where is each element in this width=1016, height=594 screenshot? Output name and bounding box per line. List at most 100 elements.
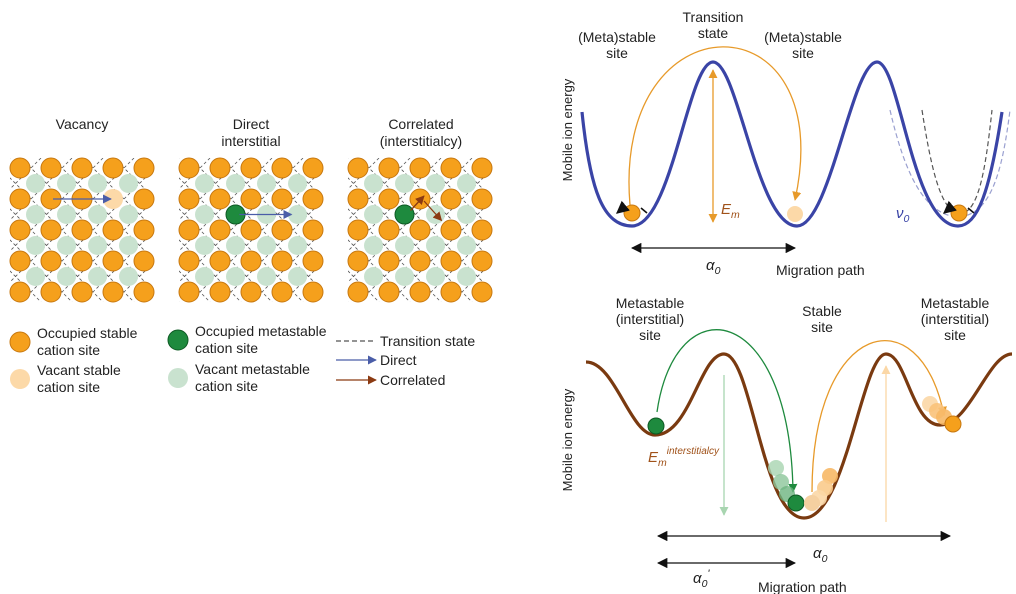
stable-site	[9, 281, 31, 303]
transition-state-line	[348, 158, 411, 221]
legend-occupied-metastable: Occupied metastable cation site	[167, 323, 327, 356]
jump-distance-label: α0	[813, 545, 828, 565]
vibration-arrows	[944, 208, 975, 213]
stable-site	[178, 281, 200, 303]
legend-label: Vacant stable	[37, 362, 121, 378]
stable-site	[471, 281, 493, 303]
legend-label: Transition state	[380, 333, 475, 349]
transition-state-line	[251, 158, 323, 230]
jump-distance-label: α0	[706, 257, 721, 277]
ion-vacant	[787, 206, 803, 222]
stable-site	[178, 219, 200, 241]
stable-site	[240, 219, 262, 241]
transition-state-line	[220, 199, 323, 302]
site-label-left: site	[606, 45, 628, 61]
legend-label: Direct	[380, 352, 417, 368]
vibration-arrows	[617, 208, 648, 213]
site-label-right: Metastable	[921, 295, 990, 311]
ghost-ion	[768, 460, 784, 476]
metastable-site	[195, 267, 214, 286]
ghost-well-outer	[889, 109, 1011, 218]
ion-interstitial-right	[944, 415, 962, 433]
legend-label: cation site	[195, 378, 258, 394]
stable-site	[71, 157, 93, 179]
stable-site	[471, 250, 493, 272]
panel-bottom-energy-landscape: Metastable (interstitial) site Stable si…	[560, 295, 1013, 594]
stable-site	[440, 219, 462, 241]
metastable-site	[119, 236, 138, 255]
legend-label: Correlated	[380, 372, 445, 388]
stable-site	[133, 188, 155, 210]
legend-label: Occupied metastable	[195, 323, 327, 339]
metastable-site	[226, 236, 245, 255]
metastable-site	[288, 174, 307, 193]
legend: Occupied stable cation site Vacant stabl…	[9, 323, 475, 395]
stable-site	[347, 250, 369, 272]
metastable-site	[364, 267, 383, 286]
lattice-grid	[179, 158, 323, 302]
metastable-site	[288, 267, 307, 286]
stable-site	[378, 281, 400, 303]
stable-site	[209, 281, 231, 303]
stable-site	[302, 188, 324, 210]
stable-site	[409, 188, 431, 210]
stable-site	[240, 188, 262, 210]
metastable-site	[457, 205, 476, 224]
site-label-left: (Meta)stable	[578, 29, 656, 45]
stable-site	[102, 281, 124, 303]
stable-site	[302, 157, 324, 179]
stable-site	[9, 219, 31, 241]
stable-site	[471, 188, 493, 210]
stable-site	[271, 281, 293, 303]
ion-stable-green	[787, 494, 805, 512]
metastable-site	[257, 236, 276, 255]
occupied-metastable-swatch	[167, 329, 189, 351]
stable-site	[240, 250, 262, 272]
metastable-site	[394, 204, 415, 225]
stable-site	[271, 219, 293, 241]
stable-site	[409, 157, 431, 179]
metastable-site	[226, 174, 245, 193]
energy-barrier-label: Em	[721, 201, 740, 221]
energy-curve-bottom	[585, 352, 1013, 520]
stable-site	[440, 250, 462, 272]
stable-site	[209, 157, 231, 179]
legend-vacant-metastable: Vacant metastable cation site	[168, 361, 310, 394]
site-label-right: (interstitial)	[921, 311, 989, 327]
metastable-site	[426, 174, 445, 193]
transition-state-line	[10, 158, 104, 252]
transition-state-line	[179, 158, 273, 252]
site-label-left: (interstitial)	[616, 311, 684, 327]
stable-site	[71, 219, 93, 241]
stable-site	[103, 189, 123, 209]
energy-barrier-label: Eminterstitialcy	[648, 446, 720, 469]
green-migration-arc	[656, 329, 798, 493]
metastable-site	[26, 267, 45, 286]
legend-correlated: Correlated	[336, 372, 445, 388]
metastable-site	[457, 236, 476, 255]
stable-site	[440, 188, 462, 210]
metastable-site	[288, 236, 307, 255]
metastable-site	[395, 267, 414, 286]
stable-site	[378, 188, 400, 210]
metastable-site	[195, 174, 214, 193]
y-axis-label: Mobile ion energy	[560, 388, 575, 491]
transition-state-line	[113, 158, 154, 199]
stable-site	[347, 281, 369, 303]
transition-state-line	[348, 158, 473, 283]
transition-state-line	[10, 158, 135, 283]
metastable-site	[395, 174, 414, 193]
metastable-site	[195, 236, 214, 255]
stable-site	[440, 157, 462, 179]
stable-site	[440, 281, 462, 303]
transition-state-line	[358, 168, 492, 302]
transition-state-line	[389, 199, 492, 302]
site-label-right: site	[944, 327, 966, 343]
ghost-ion	[822, 468, 838, 484]
stable-site	[40, 157, 62, 179]
stable-site	[378, 219, 400, 241]
site-label-left: site	[639, 327, 661, 343]
transition-state-line	[10, 158, 11, 159]
lattice-title: (interstitialcy)	[380, 133, 462, 149]
stable-site	[102, 157, 124, 179]
